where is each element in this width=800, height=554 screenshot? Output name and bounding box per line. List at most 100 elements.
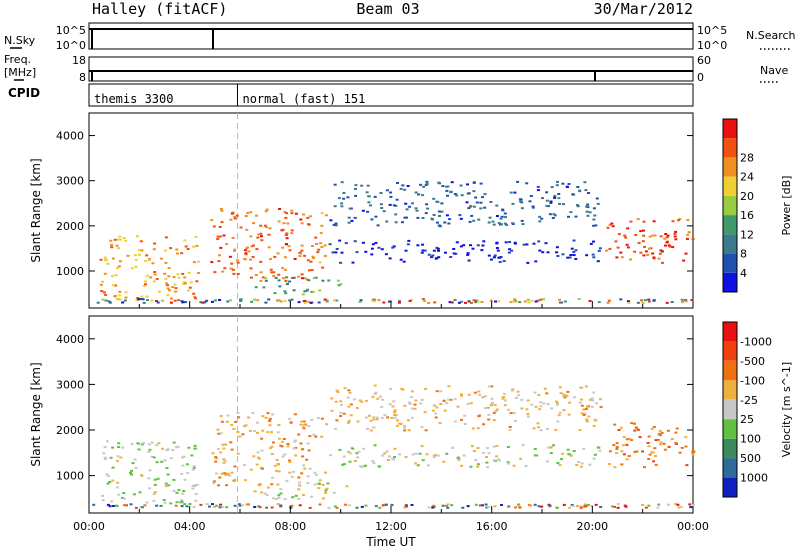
- scatter-cell-early-morning: [157, 290, 161, 293]
- scatter-cell-early-morning: [170, 297, 173, 300]
- scatter-cell-dawn-band: [259, 224, 263, 227]
- scatter-cell-early-morning: [131, 462, 135, 465]
- scatter-cell-upper-band: [526, 399, 530, 402]
- scatter-cell-upper-band: [584, 189, 588, 192]
- scatter-cell-ground-scatter-low: [264, 277, 268, 280]
- scatter-cell-mid-band: [474, 459, 478, 462]
- scatter-cell-early-morning: [109, 456, 113, 459]
- scatter-cell-upper-band: [481, 396, 485, 399]
- scatter-cell-upper-band: [413, 403, 417, 406]
- scatter-cell-early-morning: [102, 291, 106, 294]
- scatter-cell-evening-band: [628, 437, 632, 440]
- x-tick-label: 04:00: [174, 520, 206, 533]
- scatter-cell-floor: [450, 504, 454, 507]
- scatter-cell-early-morning: [176, 445, 180, 448]
- colorbar-tick-label: 16: [740, 209, 754, 222]
- scatter-cell-mid-band: [344, 242, 348, 245]
- scatter-cell-early-morning: [187, 446, 191, 449]
- scatter-cell-dawn-band: [278, 437, 281, 440]
- scatter-cell-floor: [192, 505, 196, 508]
- scatter-cell-mid-band: [340, 251, 344, 254]
- scatter-cell-upper-band: [399, 187, 403, 190]
- scatter-cell-floor: [493, 505, 497, 508]
- scatter-cell-dawn-band: [306, 216, 310, 219]
- scatter-cell-upper-band: [431, 218, 435, 221]
- scatter-cell-dawn-band: [223, 472, 227, 475]
- scatter-cell-dawn-band: [279, 444, 283, 447]
- y-tick-label: 4000: [56, 333, 84, 346]
- scatter-cell-upper-band: [477, 390, 481, 393]
- scatter-cell-upper-band: [467, 393, 471, 396]
- scatter-cell-dawn-band: [305, 278, 309, 281]
- scatter-cell-upper-band: [366, 210, 370, 213]
- scatter-cell-floor: [159, 504, 163, 507]
- scatter-cell-upper-band: [488, 385, 491, 388]
- scatter-cell-dawn-band: [257, 233, 261, 236]
- scatter-cell-upper-band: [383, 414, 387, 417]
- nsky-tick-bottom: 10^0: [56, 39, 86, 52]
- x-tick-label: 00:00: [677, 520, 709, 533]
- scatter-cell-upper-band: [539, 429, 543, 432]
- nsearch-tick-top: 10^5: [697, 24, 727, 37]
- scatter-cell-upper-band: [558, 411, 562, 414]
- scatter-cell-floor: [373, 299, 377, 302]
- scatter-cell-upper-band: [488, 216, 492, 219]
- scatter-cell-upper-band: [334, 224, 338, 227]
- scatter-cell-early-morning: [166, 287, 170, 290]
- scatter-cell-floor: [290, 298, 294, 301]
- scatter-cell-floor: [453, 299, 457, 301]
- scatter-cell-evening-band: [613, 466, 617, 469]
- scatter-cell-early-morning: [155, 461, 159, 464]
- scatter-cell-floor: [680, 506, 684, 509]
- scatter-cell-evening-band: [667, 244, 671, 247]
- scatter-cell-mid-band: [544, 242, 548, 245]
- scatter-cell-evening-band: [658, 434, 662, 437]
- scatter-cell-upper-band: [349, 414, 353, 417]
- scatter-cell-early-morning: [101, 280, 104, 283]
- scatter-cell-upper-band: [585, 210, 589, 213]
- scatter-cell-upper-band: [450, 181, 454, 184]
- scatter-cell-upper-band: [562, 409, 566, 412]
- scatter-cell-mid-band: [378, 465, 382, 468]
- scatter-cell-dawn-band: [268, 227, 272, 230]
- scatter-cell-floor: [225, 506, 229, 509]
- scatter-cell-mid-band: [561, 253, 565, 256]
- scatter-cell-mid-band: [338, 239, 342, 242]
- scatter-cell-early-morning: [180, 499, 184, 502]
- scatter-cell-upper-band: [509, 191, 513, 194]
- scatter-cell-dawn-band: [230, 262, 234, 265]
- scatter-cell-early-morning: [130, 267, 134, 270]
- scatter-cell-mid-band: [470, 445, 474, 448]
- scatter-cell-upper-band: [369, 204, 372, 207]
- scatter-cell-upper-band: [417, 193, 421, 196]
- scatter-cell-floor: [446, 506, 450, 509]
- scatter-cell-upper-band: [514, 419, 517, 422]
- scatter-cell-floor: [218, 506, 222, 509]
- scatter-cell-mid-band: [492, 256, 496, 259]
- scatter-cell-upper-band: [533, 391, 537, 394]
- scatter-cell-mid-band: [524, 465, 528, 468]
- scatter-cell-upper-band: [375, 418, 379, 421]
- scatter-cell-upper-band: [411, 202, 414, 205]
- scatter-cell-upper-band: [556, 402, 559, 405]
- scatter-cell-upper-band: [583, 181, 587, 184]
- scatter-cell-evening-band: [625, 458, 629, 461]
- scatter-cell-mid-band: [454, 252, 458, 255]
- scatter-cell-floor: [647, 300, 651, 303]
- colorbar-swatch: [723, 341, 737, 361]
- scatter-cell-floor: [205, 299, 209, 302]
- scatter-cell-upper-band: [472, 219, 476, 222]
- scatter-cell-mid-band: [381, 454, 385, 457]
- scatter-cell-floor: [279, 300, 283, 303]
- scatter-cell-mid-band: [338, 448, 342, 451]
- scatter-cell-floor: [332, 299, 336, 302]
- scatter-cell-upper-band: [459, 217, 463, 220]
- scatter-cell-dawn-band: [249, 235, 253, 238]
- scatter-cell-evening-band: [651, 252, 655, 255]
- scatter-cell-upper-band: [347, 405, 351, 408]
- freq-unit-label: [MHz]: [4, 66, 36, 79]
- scatter-cell-upper-band: [586, 214, 590, 217]
- scatter-cell-mid-band: [598, 247, 602, 250]
- scatter-cell-early-morning: [124, 239, 128, 242]
- scatter-cell-mid-band: [436, 454, 440, 457]
